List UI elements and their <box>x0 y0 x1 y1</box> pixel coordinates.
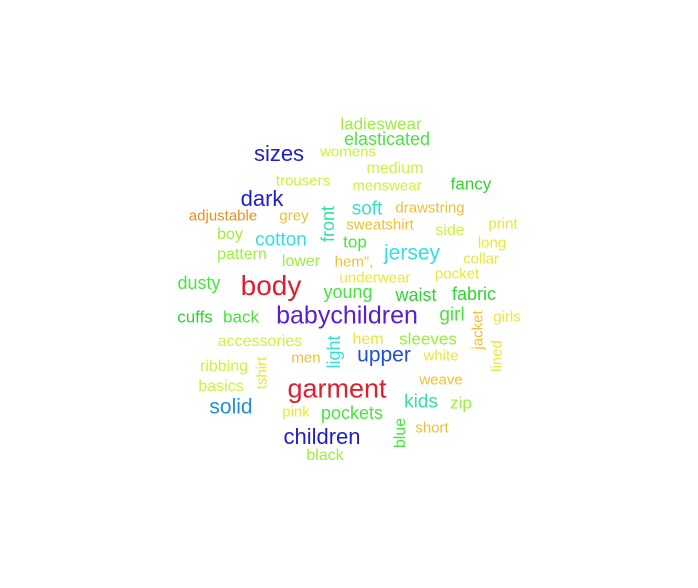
word-adjustable: adjustable <box>188 207 258 225</box>
word-upper: upper <box>357 343 411 367</box>
word-underwear: underwear <box>339 269 411 287</box>
word-fancy: fancy <box>450 174 492 194</box>
word-black: black <box>306 447 344 464</box>
word-zip: zip <box>450 393 472 413</box>
word-pockets: pockets <box>320 403 384 423</box>
word-garment: garment <box>287 373 387 404</box>
word-basics: basics <box>198 378 244 395</box>
word-hem: hem <box>352 331 384 348</box>
word-grey: grey <box>279 207 309 225</box>
word-ribbing: ribbing <box>199 358 249 375</box>
word-cuffs: cuffs <box>177 307 213 327</box>
word-ladieswear: ladieswear <box>340 114 422 134</box>
word-waist: waist <box>395 285 437 305</box>
word-pocket: pocket <box>434 265 480 283</box>
word-kids: kids <box>404 391 438 413</box>
word-hem-quote: hem", <box>334 253 374 271</box>
word-dusty: dusty <box>177 273 221 293</box>
word-lower: lower <box>281 253 321 270</box>
word-dark: dark <box>240 186 284 211</box>
word-top: top <box>343 232 367 252</box>
word-girl: girl <box>439 304 465 326</box>
word-men: men <box>291 349 321 367</box>
word-light: light <box>324 335 344 369</box>
word-menswear: menswear <box>352 177 422 195</box>
word-side: side <box>435 222 465 239</box>
word-fabric: fabric <box>451 284 497 304</box>
word-young: young <box>323 282 373 302</box>
word-pattern: pattern <box>217 246 267 263</box>
word-pink: pink <box>282 403 310 421</box>
word-trousers: trousers <box>275 172 331 190</box>
word-girls: girls <box>493 308 521 326</box>
word-womens: womens <box>320 143 376 161</box>
word-elasticated: elasticated <box>343 129 431 149</box>
word-jersey: jersey <box>383 241 441 265</box>
word-sleeves: sleeves <box>399 329 457 349</box>
word-blue: blue <box>392 417 409 449</box>
word-lined: lined <box>488 340 506 372</box>
word-collar: collar <box>463 250 499 268</box>
word-medium: medium <box>366 160 424 177</box>
word-solid: solid <box>209 395 253 419</box>
word-drawstring: drawstring <box>395 199 465 217</box>
word-babychildren: babychildren <box>276 301 418 330</box>
word-soft: soft <box>351 198 383 220</box>
word-jacket: jacket <box>469 310 487 350</box>
word-front: front <box>318 205 338 243</box>
word-tshirt: tshirt <box>253 356 271 390</box>
word-print: print <box>488 215 518 233</box>
word-white: white <box>423 347 459 365</box>
word-weave: weave <box>419 371 463 389</box>
word-cotton: cotton <box>255 229 307 251</box>
word-children: children <box>283 424 361 449</box>
word-body: body <box>240 270 302 301</box>
word-accessories: accessories <box>217 333 303 350</box>
word-sizes: sizes <box>253 141 305 166</box>
word-long: long <box>477 234 507 252</box>
word-short: short <box>415 419 449 437</box>
word-boy: boy <box>217 226 243 243</box>
word-sweatshirt: sweatshirt <box>346 216 414 234</box>
word-back: back <box>223 307 259 327</box>
